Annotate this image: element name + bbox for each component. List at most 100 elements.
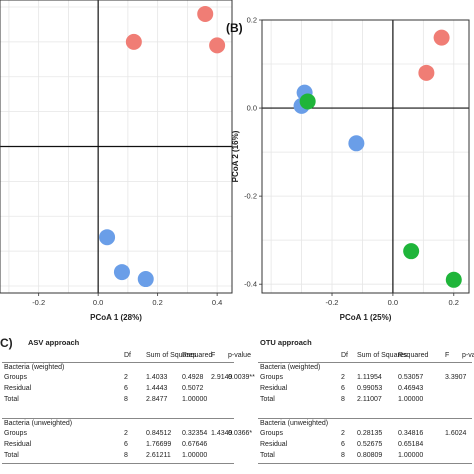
row-term: Total <box>260 396 275 403</box>
cell-r2: 0.67646 <box>182 441 208 448</box>
plot-frame <box>0 0 233 294</box>
data-point <box>197 5 214 22</box>
x-tick-label: -0.2 <box>32 298 45 307</box>
section-heading: Bacteria (weighted) <box>260 364 321 371</box>
panel-b-scatter: -0.2 0.0 0.2 0.2 0.0 -0.2 -0.4 PCoA 1 (25%) PCoA… <box>226 16 470 322</box>
row-term: Total <box>4 452 19 459</box>
cell-df: 2 <box>124 374 128 381</box>
cell-p: 0.0039** <box>228 374 255 381</box>
x-tick-label: 0.0 <box>388 298 398 307</box>
cell-f: 1.6024 <box>445 430 467 437</box>
table-rule <box>2 362 234 363</box>
cell-r2: 0.46943 <box>398 385 424 392</box>
table-bottom-rule <box>2 463 234 464</box>
row-term: Residual <box>4 385 32 392</box>
x-tick-label: 0.2 <box>449 298 459 307</box>
cell-ss: 0.99053 <box>357 385 383 392</box>
x-axis-label: PCoA 1 (28%) <box>90 313 142 322</box>
panel-c-label: C) <box>0 336 13 350</box>
row-term: Total <box>4 396 19 403</box>
cell-df: 8 <box>124 452 128 459</box>
y-tick-label: -0.2 <box>244 192 257 201</box>
cell-ss: 0.52675 <box>357 441 383 448</box>
column-header: Df <box>124 352 131 359</box>
row-term: Groups <box>4 430 27 437</box>
y-tick-label: 0.0 <box>247 104 257 113</box>
column-header: Sum of Squares <box>146 352 197 359</box>
column-header: Rsquared <box>398 352 429 359</box>
data-point <box>99 229 116 246</box>
panel-label: (B) <box>226 21 243 35</box>
y-axis-label: PCoA 2 (16%) <box>231 130 240 182</box>
table-rule <box>258 418 472 419</box>
row-term: Residual <box>260 385 288 392</box>
cell-r2: 0.65184 <box>398 441 424 448</box>
column-header: F <box>211 352 216 359</box>
plot-area <box>261 19 470 294</box>
table-bottom-rule <box>258 463 472 464</box>
cell-ss: 2.11007 <box>357 396 382 403</box>
cell-r2: 0.5072 <box>182 385 204 392</box>
cell-ss: 2.61211 <box>146 452 171 459</box>
cell-df: 2 <box>341 374 345 381</box>
cell-ss: 1.4443 <box>146 385 168 392</box>
cell-ss: 0.28135 <box>357 430 383 437</box>
cell-ss: 0.80809 <box>357 452 383 459</box>
x-tick-label: 0.2 <box>152 298 162 307</box>
cell-df: 8 <box>341 396 345 403</box>
cell-df: 6 <box>341 385 345 392</box>
cell-r2: 0.32354 <box>182 430 208 437</box>
column-header: p-value <box>462 352 474 359</box>
data-point <box>299 93 316 110</box>
plot-frame <box>261 19 470 294</box>
cell-df: 6 <box>124 441 128 448</box>
cell-r2: 0.34816 <box>398 430 424 437</box>
cell-df: 2 <box>124 430 128 437</box>
cell-df: 6 <box>341 441 345 448</box>
data-point <box>445 271 462 288</box>
cell-r2: 1.00000 <box>182 396 208 403</box>
cell-df: 2 <box>341 430 345 437</box>
cell-r2: 0.4928 <box>182 374 204 381</box>
row-term: Groups <box>260 430 283 437</box>
data-point <box>403 243 420 260</box>
cell-ss: 2.8477 <box>146 396 168 403</box>
panel-a-scatter: -0.2 0.0 0.2 0.4 PCoA 1 (28%) <box>0 0 233 322</box>
cell-p: 0.0366* <box>228 430 253 437</box>
data-point <box>209 37 226 54</box>
cell-f: 1.4349 <box>211 430 233 437</box>
y-tick-label: -0.4 <box>244 280 257 289</box>
data-point <box>113 264 130 281</box>
cell-f: 2.9149 <box>211 374 233 381</box>
cell-f: 3.3907 <box>445 374 467 381</box>
column-header: Df <box>341 352 348 359</box>
data-point <box>125 33 142 50</box>
data-point <box>137 271 154 288</box>
column-header: Rsquared <box>182 352 213 359</box>
data-point <box>418 64 435 81</box>
table-rule <box>2 418 234 419</box>
column-header: Sum of Squares <box>357 352 408 359</box>
row-term: Residual <box>4 441 32 448</box>
section-heading: Bacteria (weighted) <box>4 364 65 371</box>
column-header: F <box>445 352 450 359</box>
row-term: Total <box>260 452 275 459</box>
table-rule <box>258 362 472 363</box>
column-header: p-value <box>228 352 251 359</box>
table-title: OTU approach <box>260 338 312 347</box>
y-tick-label: 0.2 <box>247 16 257 25</box>
x-axis-label: PCoA 1 (25%) <box>340 313 392 322</box>
section-heading: Bacteria (unweighted) <box>4 420 73 427</box>
x-tick-label: 0.4 <box>212 298 222 307</box>
cell-r2: 1.00000 <box>398 396 424 403</box>
cell-df: 6 <box>124 385 128 392</box>
cell-ss: 1.76699 <box>146 441 172 448</box>
cell-ss: 1.4033 <box>146 374 168 381</box>
cell-ss: 1.11954 <box>357 374 382 381</box>
data-point <box>348 135 365 152</box>
row-term: Residual <box>260 441 288 448</box>
cell-r2: 0.53057 <box>398 374 424 381</box>
